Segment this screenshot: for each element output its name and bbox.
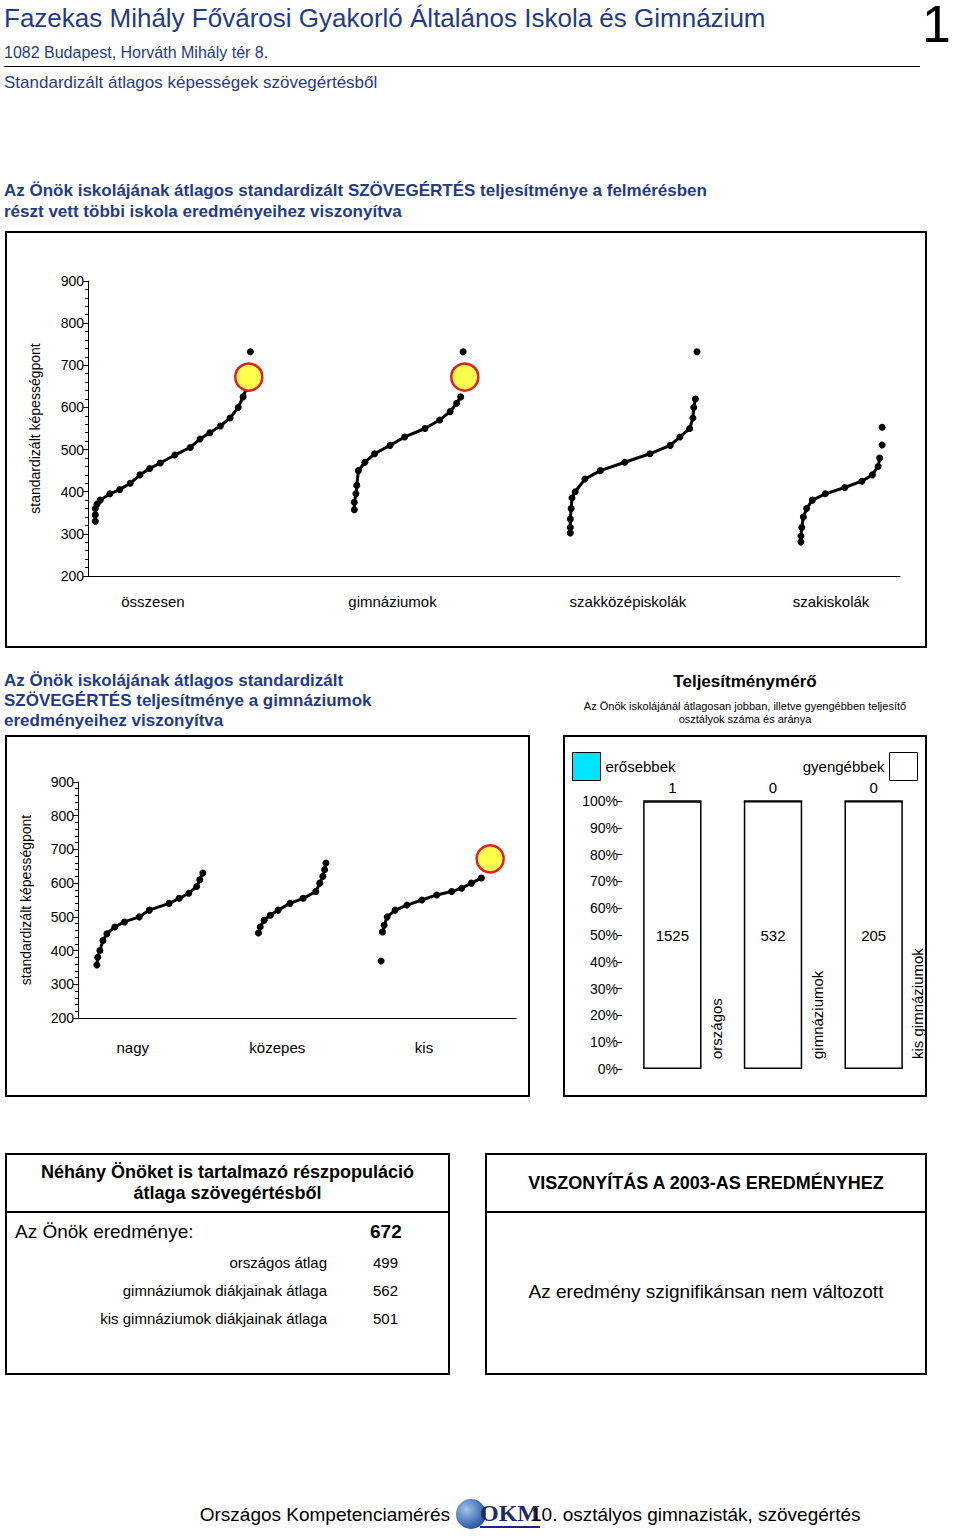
html-text:672: 672 [370,1221,402,1242]
html-text:Standardizált átlagos képesség: Standardizált átlagos képességek szövegé… [4,73,378,92]
html-text:Néhány Önöket is tartalmazó ré: Néhány Önöket is tartalmazó részpopuláci… [40,1162,414,1203]
svg-text:országos: országos [708,998,725,1059]
html-text:Országos Kompetenciamérés: Országos Kompetenciamérés [199,1504,450,1525]
svg-text:500: 500 [51,909,75,925]
svg-text:szakközépiskolák: szakközépiskolák [570,593,687,610]
svg-text:700: 700 [51,841,75,857]
svg-text:0: 0 [769,779,777,796]
svg-text:205: 205 [861,927,886,944]
svg-text:100%: 100% [582,793,618,809]
html-text:562: 562 [373,1282,398,1299]
svg-text:gyengébbek: gyengébbek [803,758,885,775]
svg-text:800: 800 [61,315,85,331]
html-text:Az Önök iskolájának átlagos st: Az Önök iskolájának átlagos standardizál… [4,671,372,730]
svg-text:standardizált képességpont: standardizált képességpont [18,815,34,986]
svg-text:0%: 0% [598,1061,618,1077]
svg-text:800: 800 [51,808,75,824]
html-text:1082 Budapest, Horváth Mihály: 1082 Budapest, Horváth Mihály tér 8. [4,44,269,61]
html-text:499: 499 [373,1254,398,1271]
svg-text:0: 0 [869,779,877,796]
html-text:kis gimnáziumok diákjainak átl: kis gimnáziumok diákjainak átlaga [100,1310,327,1327]
svg-text:gimnáziumok: gimnáziumok [809,970,826,1059]
html-text:Az Önök eredménye:: Az Önök eredménye: [15,1221,194,1242]
html-text:gimnáziumok diákjainak átlaga: gimnáziumok diákjainak átlaga [122,1282,327,1299]
svg-text:200: 200 [61,568,85,584]
svg-text:kis: kis [415,1039,433,1056]
html-text:10. osztályos gimnazisták, szö: 10. osztályos gimnazisták, szövegértés [531,1504,861,1525]
svg-text:1525: 1525 [656,927,689,944]
svg-text:200: 200 [51,1010,75,1026]
svg-text:400: 400 [51,943,75,959]
svg-text:közepes: közepes [249,1039,305,1056]
svg-text:900: 900 [51,774,75,790]
svg-text:kis gimnáziumok: kis gimnáziumok [909,948,925,1059]
html-text:Az eredmény szignifikánsan nem: Az eredmény szignifikánsan nem változott [528,1281,884,1302]
svg-text:300: 300 [61,526,85,542]
svg-text:700: 700 [61,357,85,373]
html-text:Az Önök iskolájának átlagos st: Az Önök iskolájának átlagos standardizál… [4,181,707,221]
svg-text:40%: 40% [590,954,618,970]
svg-text:90%: 90% [590,820,618,836]
html-text:Az Önök iskolájánál átlagosan: Az Önök iskolájánál átlagosan jobban, il… [583,700,907,725]
html-text:VISZONYÍTÁS A 2003-AS EREDMÉNY: VISZONYÍTÁS A 2003-AS EREDMÉNYHEZ [528,1172,884,1193]
html-text:501: 501 [373,1310,398,1327]
svg-text:összesen: összesen [121,593,184,610]
svg-text:10%: 10% [590,1034,618,1050]
svg-text:532: 532 [760,927,785,944]
svg-text:80%: 80% [590,847,618,863]
svg-text:1: 1 [668,779,676,796]
svg-text:300: 300 [51,976,75,992]
svg-text:70%: 70% [590,873,618,889]
svg-text:900: 900 [61,273,85,289]
svg-text:30%: 30% [590,981,618,997]
svg-text:400: 400 [61,484,85,500]
svg-text:gimnáziumok: gimnáziumok [348,593,437,610]
svg-text:standardizált képességpont: standardizált képességpont [27,343,43,514]
svg-text:500: 500 [61,442,85,458]
svg-text:nagy: nagy [116,1039,149,1056]
svg-text:erősebbek: erősebbek [606,758,677,775]
svg-text:20%: 20% [590,1007,618,1023]
html-text:OKM: OKM [480,1500,540,1526]
svg-text:szakiskolák: szakiskolák [793,593,870,610]
svg-text:600: 600 [51,875,75,891]
html-text:Teljesítménymérő: Teljesítménymérő [673,672,817,691]
html-text:országos átlag: országos átlag [229,1254,327,1271]
svg-text:600: 600 [61,399,85,415]
svg-text:60%: 60% [590,900,618,916]
svg-text:50%: 50% [590,927,618,943]
html-text:Fazekas Mihály Fővárosi Gyakor: Fazekas Mihály Fővárosi Gyakorló Általán… [4,3,766,33]
